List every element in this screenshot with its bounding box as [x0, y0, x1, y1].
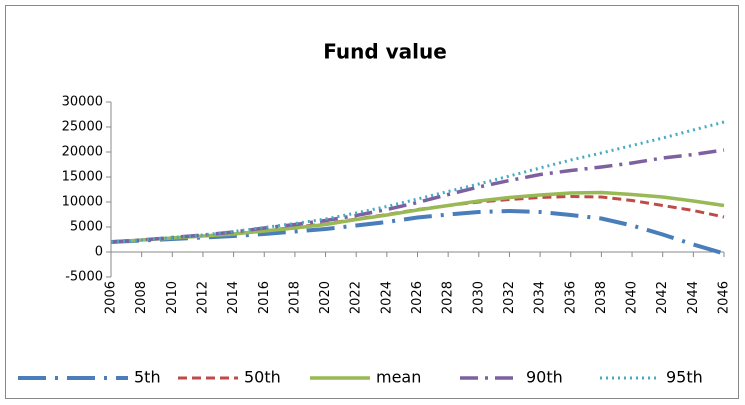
x-tick-label: 2044 — [686, 281, 701, 314]
legend-label: 95th — [666, 368, 703, 387]
x-tick-label: 2040 — [625, 281, 640, 314]
y-tick-label: 30000 — [62, 95, 103, 110]
x-tick-label: 2006 — [104, 281, 119, 314]
x-tick-label: 2022 — [349, 281, 364, 314]
series-line — [110, 120, 725, 244]
x-tick-label: 2036 — [563, 281, 578, 314]
x-tick-label: 2010 — [165, 281, 180, 314]
x-tick-label: 2008 — [134, 281, 149, 314]
y-tick-label: 0 — [95, 245, 103, 260]
legend-label: 5th — [134, 368, 161, 387]
x-tick-label: 2032 — [502, 281, 517, 314]
x-tick-label: 2020 — [318, 281, 333, 314]
legend-label: 90th — [526, 368, 563, 387]
y-tick-label: 20000 — [62, 145, 103, 160]
legend-label: mean — [376, 368, 421, 387]
x-tick-label: 2046 — [717, 281, 732, 314]
x-tick-label: 2026 — [410, 281, 425, 314]
x-tick-label: 2014 — [226, 281, 241, 314]
x-tick-label: 2024 — [379, 281, 394, 314]
legend-label: 50th — [244, 368, 281, 387]
x-tick-label: 2016 — [257, 281, 272, 314]
y-tick-label: 10000 — [62, 195, 103, 210]
y-tick-label: 5000 — [70, 220, 103, 235]
x-tick-label: 2012 — [195, 281, 210, 314]
y-tick-label: -5000 — [65, 270, 103, 285]
x-tick-label: 2018 — [287, 281, 302, 314]
series-line — [110, 148, 725, 244]
y-tick-label: 15000 — [62, 170, 103, 185]
x-tick-label: 2042 — [655, 281, 670, 314]
x-tick-label: 2038 — [594, 281, 609, 314]
x-tick-label: 2034 — [533, 281, 548, 314]
chart-title: Fund value — [323, 40, 447, 64]
chart-border — [5, 5, 739, 399]
x-tick-label: 2030 — [471, 281, 486, 314]
x-tick-label: 2028 — [441, 281, 456, 314]
y-tick-label: 25000 — [62, 120, 103, 135]
